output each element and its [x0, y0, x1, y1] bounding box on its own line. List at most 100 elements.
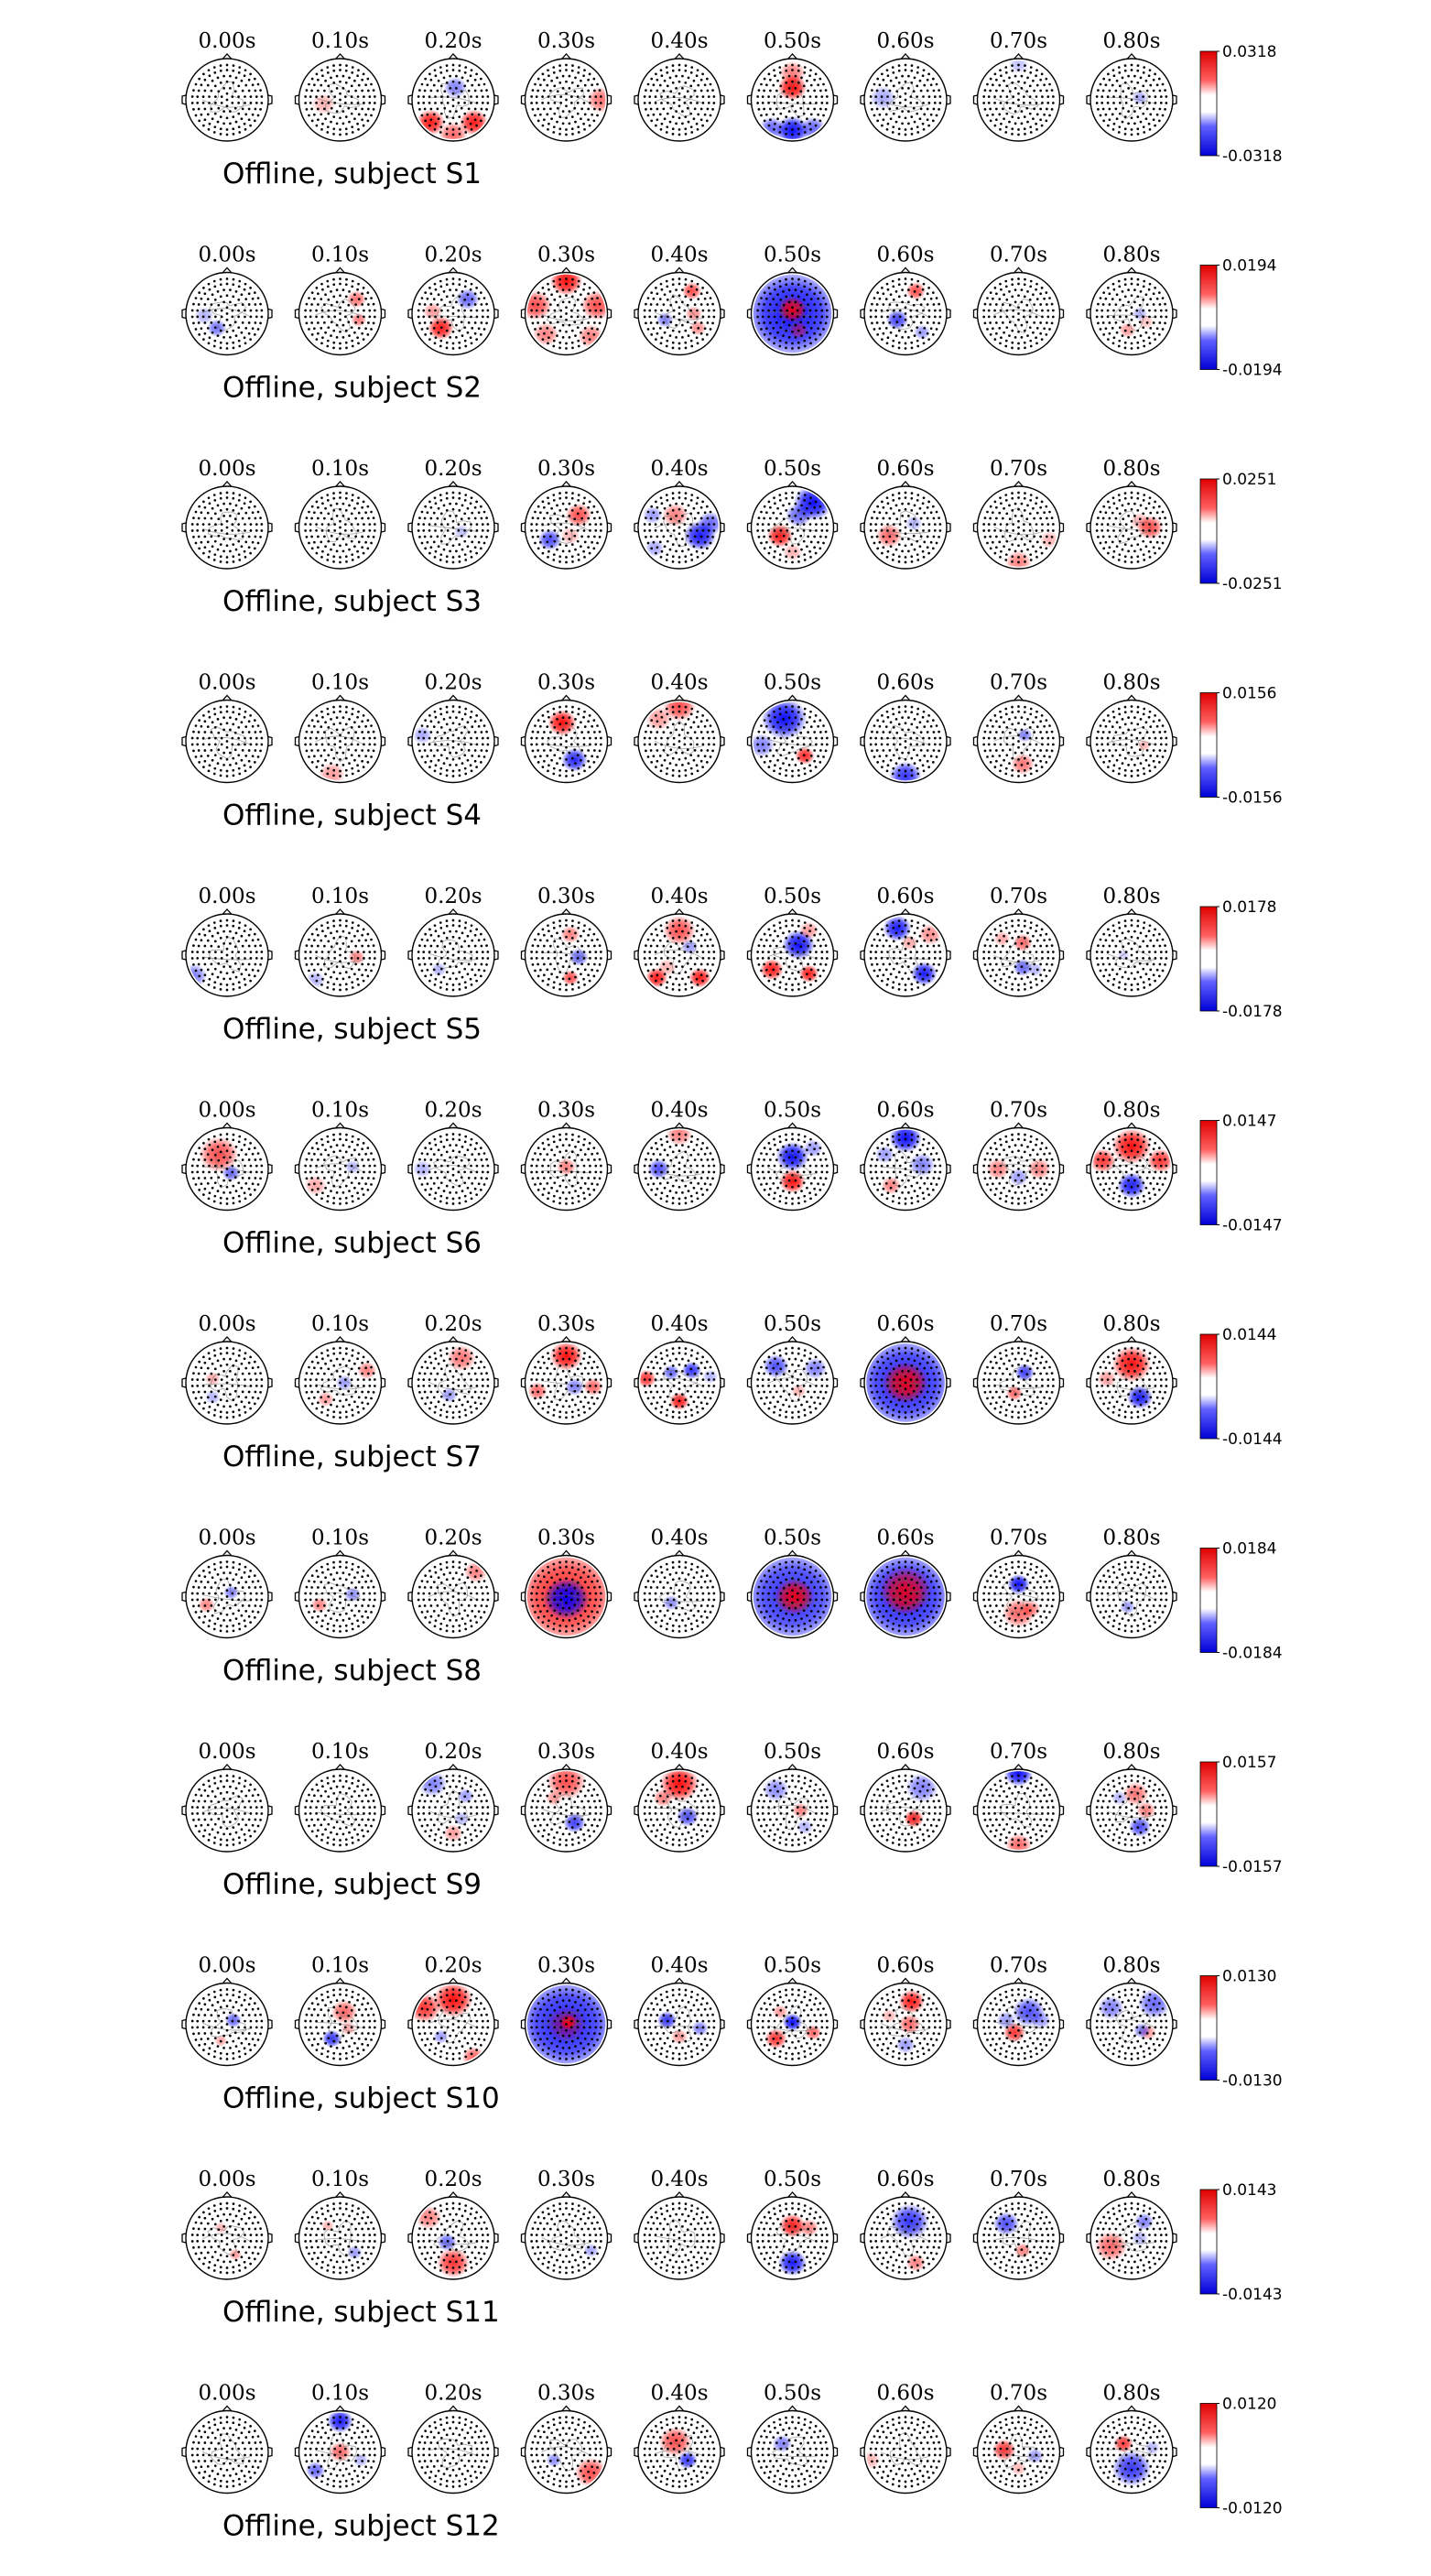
negative-activation-blob — [909, 1153, 936, 1177]
negative-activation-blob — [583, 2244, 599, 2258]
topomap — [408, 482, 498, 569]
row-title: Offline, subject S10 — [222, 2082, 500, 2115]
topomap — [408, 1979, 499, 2069]
time-label: 0.80s — [1102, 1954, 1160, 1978]
colorbar — [1200, 1334, 1217, 1439]
topomap — [522, 1764, 612, 1852]
topomap — [634, 2407, 724, 2494]
topomap — [748, 1337, 838, 1424]
colorbar — [1200, 51, 1217, 156]
colorbar-max-label: 0.0184 — [1222, 1540, 1276, 1559]
topomap — [850, 1332, 961, 1434]
time-label: 0.30s — [537, 1954, 595, 1978]
colorbar — [1200, 266, 1217, 370]
topomap — [634, 1765, 724, 1852]
topomap — [1087, 1551, 1176, 1638]
topomap — [1087, 1979, 1176, 2066]
time-label: 0.00s — [198, 1740, 255, 1764]
topomap — [974, 1124, 1064, 1211]
time-label: 0.10s — [311, 671, 369, 695]
topomap — [861, 1123, 950, 1210]
topomap — [182, 1979, 272, 2066]
time-label: 0.80s — [1102, 244, 1160, 267]
topomap — [296, 909, 385, 996]
negative-activation-blob — [1132, 91, 1147, 105]
time-label: 0.30s — [537, 1099, 595, 1123]
topomap — [408, 1551, 498, 1638]
topomap — [182, 2407, 272, 2494]
time-label: 0.20s — [424, 1312, 482, 1336]
topomap — [850, 1546, 961, 1647]
topomap — [974, 54, 1064, 141]
colorbar-min-label: -0.0143 — [1222, 2286, 1283, 2304]
topomap — [1087, 2192, 1176, 2279]
topomap — [522, 696, 612, 783]
colorbar-max-label: 0.0147 — [1222, 1113, 1276, 1131]
colorbar-min-label: -0.0251 — [1222, 575, 1283, 593]
colorbar-min-label: -0.0178 — [1222, 1003, 1283, 1021]
time-label: 0.70s — [990, 1312, 1047, 1336]
topomap — [736, 1546, 848, 1647]
topomap — [748, 909, 838, 996]
time-label: 0.60s — [876, 244, 934, 267]
time-label: 0.80s — [1102, 2382, 1160, 2406]
negative-activation-blob — [222, 1165, 240, 1181]
topomap — [1087, 268, 1176, 355]
time-label: 0.50s — [764, 1527, 821, 1550]
topomap — [861, 2192, 950, 2279]
topomap — [974, 696, 1064, 783]
time-label: 0.80s — [1102, 1740, 1160, 1764]
topomap — [522, 1337, 612, 1424]
time-label: 0.60s — [876, 1954, 934, 1978]
topomap — [182, 696, 272, 783]
time-label: 0.00s — [198, 29, 255, 53]
negative-activation-blob — [565, 1378, 585, 1397]
topomap — [408, 1124, 498, 1211]
negative-activation-blob — [412, 1160, 432, 1179]
time-label: 0.10s — [311, 457, 369, 481]
time-label: 0.20s — [424, 885, 482, 908]
topomap — [1087, 1337, 1176, 1424]
topomap — [748, 54, 838, 146]
time-label: 0.50s — [764, 1312, 821, 1336]
time-label: 0.50s — [764, 1740, 821, 1764]
time-label: 0.80s — [1102, 1527, 1160, 1550]
time-label: 0.20s — [424, 244, 482, 267]
time-label: 0.70s — [990, 1099, 1047, 1123]
topomap — [974, 1551, 1064, 1638]
topomap — [182, 1765, 272, 1852]
colorbar-min-label: -0.0144 — [1222, 1430, 1283, 1449]
colorbar — [1200, 907, 1217, 1011]
time-label: 0.40s — [650, 1740, 708, 1764]
time-label: 0.40s — [650, 2382, 708, 2406]
topomap — [974, 1979, 1064, 2066]
topomap — [634, 1551, 724, 1638]
time-label: 0.70s — [990, 885, 1047, 908]
colorbar-min-label: -0.0120 — [1222, 2500, 1283, 2518]
time-label: 0.20s — [424, 1740, 482, 1764]
colorbar-max-label: 0.0120 — [1222, 2396, 1276, 2414]
topomap — [861, 1979, 950, 2066]
time-label: 0.40s — [650, 885, 708, 908]
time-label: 0.00s — [198, 1954, 255, 1978]
negative-activation-blob — [207, 319, 227, 337]
time-label: 0.30s — [537, 1527, 595, 1550]
row-title: Offline, subject S5 — [222, 1013, 482, 1046]
topomap — [861, 696, 950, 792]
positive-activation-blob — [1130, 512, 1150, 530]
time-label: 0.20s — [424, 1099, 482, 1123]
time-label: 0.50s — [764, 671, 821, 695]
topomap — [522, 909, 612, 996]
topomap — [748, 1765, 838, 1852]
positive-activation-blob — [1027, 1158, 1051, 1179]
topomap — [634, 268, 724, 355]
time-label: 0.20s — [424, 1527, 482, 1550]
colorbar-min-label: -0.0147 — [1222, 1217, 1283, 1235]
positive-activation-blob — [881, 1177, 901, 1195]
colorbar-min-label: -0.0318 — [1222, 147, 1283, 166]
